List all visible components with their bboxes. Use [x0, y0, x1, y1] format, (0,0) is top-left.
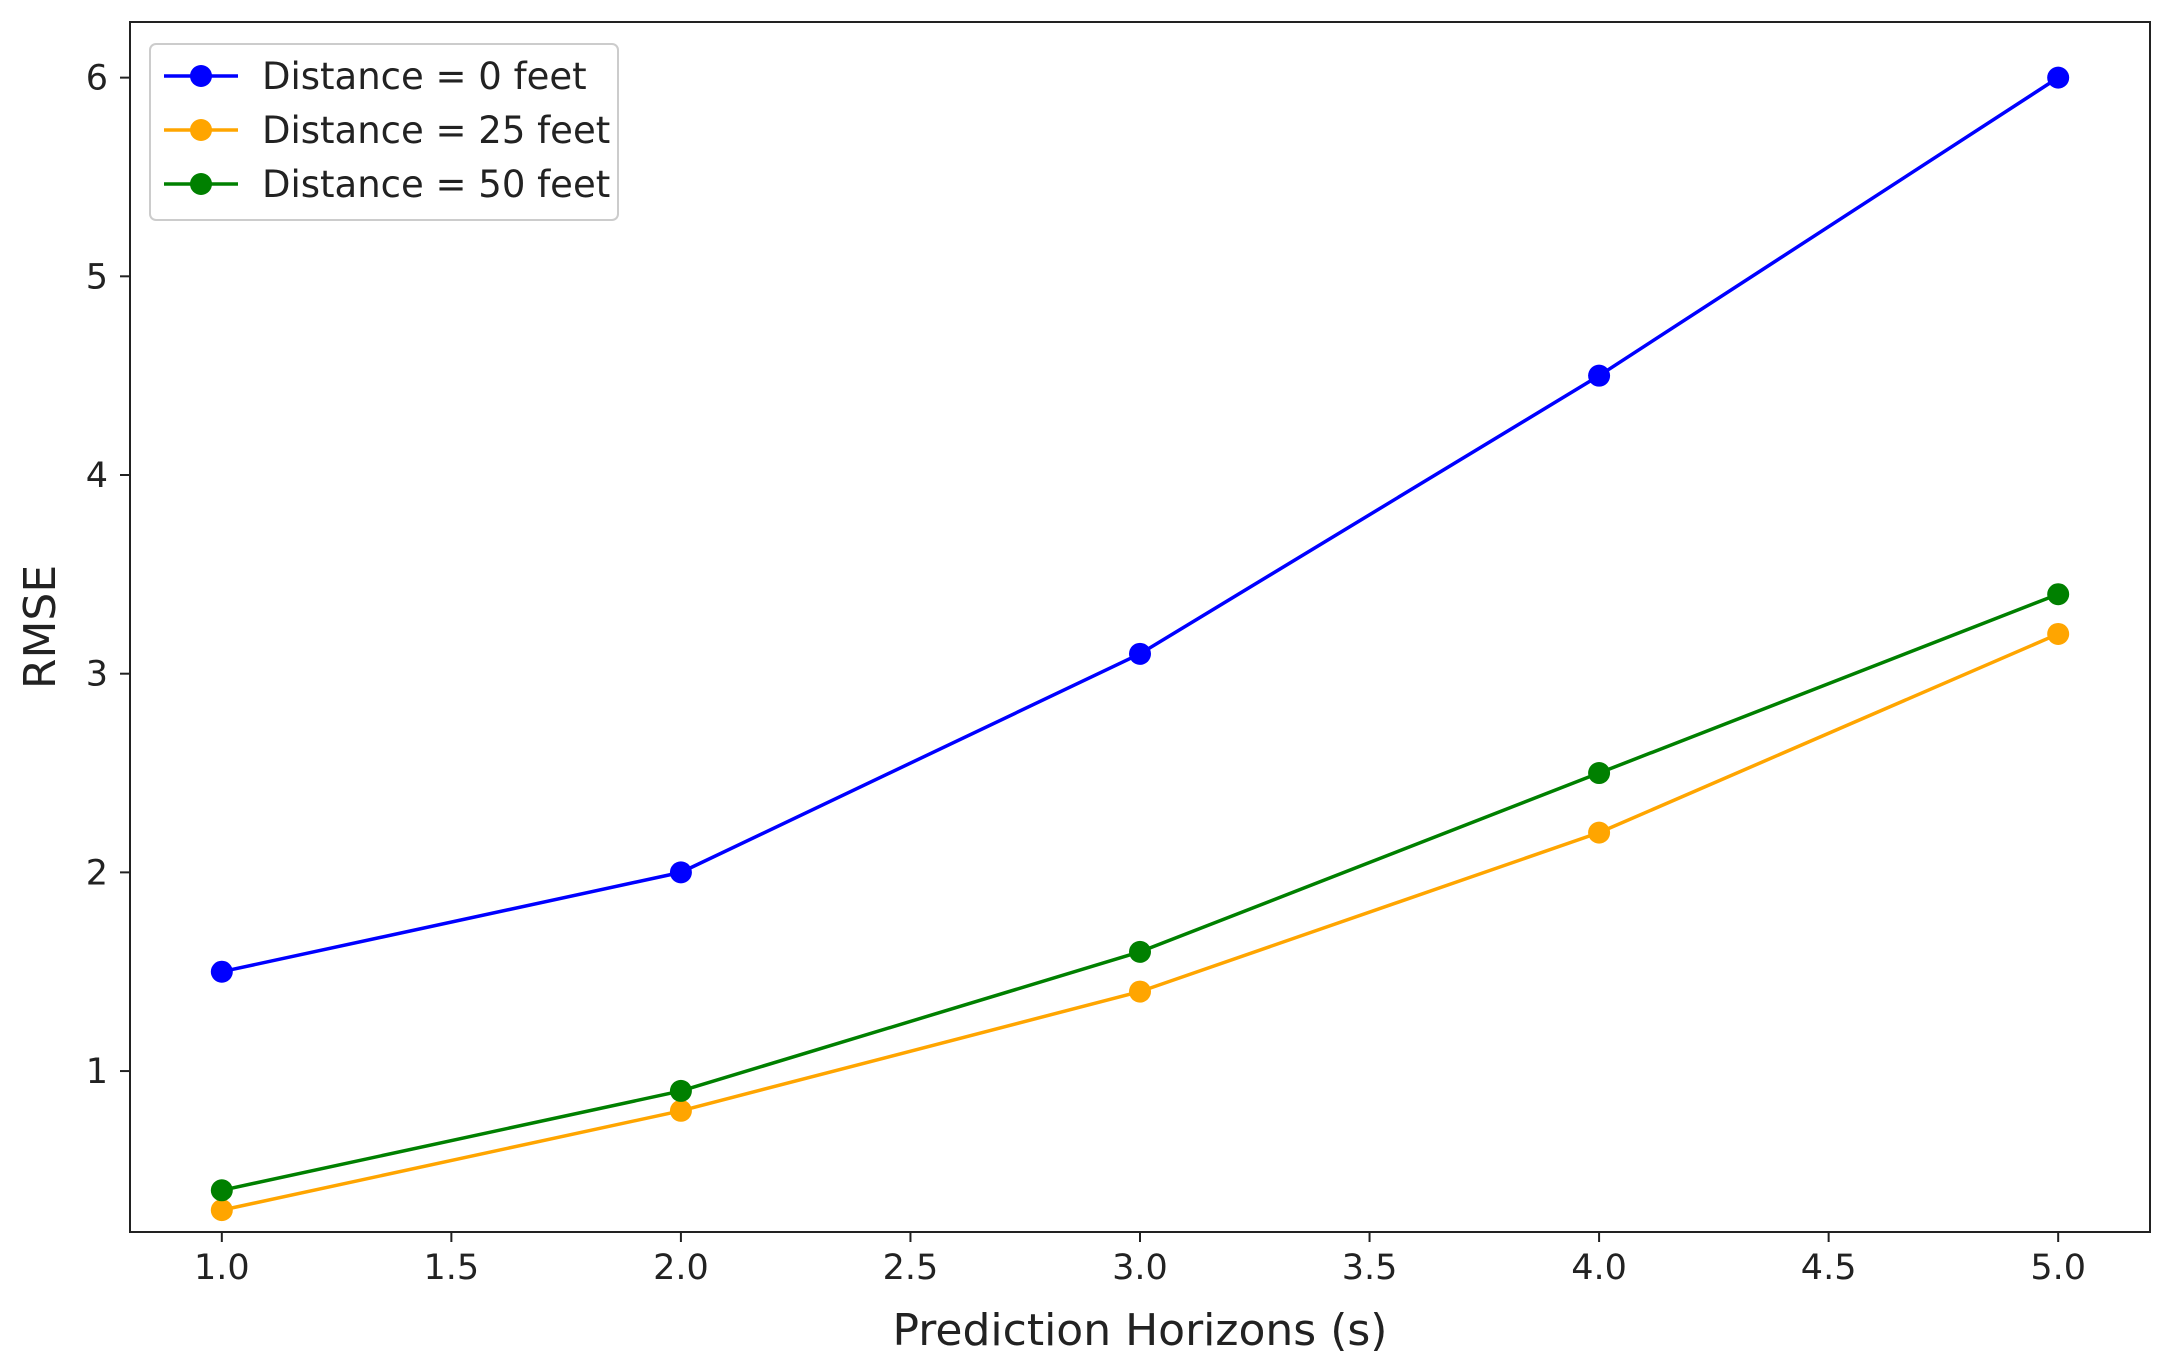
x-tick-label: 4.5: [1801, 1248, 1857, 1288]
series-0-point: [669, 861, 692, 884]
legend-label-0: Distance = 0 feet: [262, 55, 587, 98]
legend-marker-2: [190, 173, 212, 195]
series-line-2: [221, 592, 2059, 1192]
series-2-point: [1588, 762, 1611, 785]
x-tick-label: 5.0: [2030, 1248, 2086, 1288]
legend: Distance = 0 feet Distance = 25 feet Dista…: [149, 43, 619, 221]
series-line-1: [221, 632, 2059, 1212]
x-tick-label: 2.5: [883, 1248, 939, 1288]
y-tick-label: 6: [86, 59, 108, 99]
y-tick-label: 4: [86, 456, 108, 496]
series-2-point: [2047, 583, 2070, 606]
y-tick-label: 5: [86, 257, 108, 297]
x-axis-label: Prediction Horizons (s): [893, 1305, 1388, 1356]
legend-label-2: Distance = 50 feet: [262, 163, 610, 206]
series-1-point: [1588, 821, 1611, 844]
x-tick-label: 1.5: [424, 1248, 480, 1288]
legend-marker-0: [190, 65, 212, 87]
x-tick-label: 2.0: [653, 1248, 709, 1288]
legend-marker-1: [190, 119, 212, 141]
series-0-point: [1129, 642, 1151, 665]
series-2-point: [1129, 940, 1151, 963]
y-tick-label: 1: [86, 1052, 108, 1092]
series-0-point: [2047, 66, 2070, 89]
series-layer: [210, 66, 2070, 1222]
legend-label-1: Distance = 25 feet: [262, 109, 610, 152]
series-0-point: [210, 960, 233, 983]
plot-area-frame: [129, 21, 2151, 1233]
y-axis-label: RMSE: [15, 565, 66, 689]
series-1-point: [1129, 980, 1151, 1003]
x-axis-ticks: 1.0 1.5 2.0 2.5 3.0 3.5 4.0 4.5 5.0: [194, 1232, 2086, 1288]
x-tick-label: 3.5: [1342, 1248, 1398, 1288]
series-2-point: [210, 1179, 233, 1202]
x-tick-label: 3.0: [1112, 1248, 1168, 1288]
series-1-point: [210, 1199, 233, 1222]
legend-box: [149, 43, 619, 221]
series-1-point: [2047, 622, 2070, 645]
x-tick-label: 4.0: [1571, 1248, 1627, 1288]
y-tick-label: 3: [86, 655, 108, 695]
y-tick-label: 2: [86, 853, 108, 893]
series-2-point: [669, 1079, 692, 1102]
series-1-point: [669, 1099, 692, 1122]
series-0-point: [1588, 364, 1611, 387]
y-axis-ticks: 1 2 3 4 5 6: [86, 59, 130, 1092]
x-tick-label: 1.0: [194, 1248, 250, 1288]
